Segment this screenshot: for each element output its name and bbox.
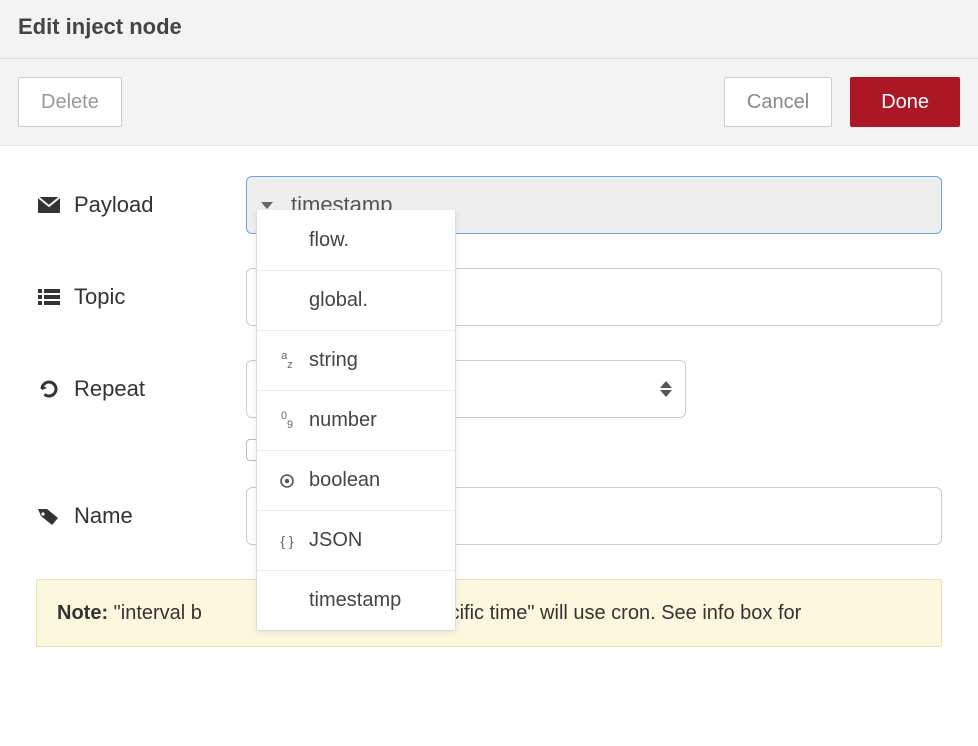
dropdown-item-string[interactable]: az string <box>257 330 455 390</box>
label-topic: Topic <box>36 284 246 310</box>
json-icon: { } <box>275 533 299 549</box>
number-icon: 09 <box>275 411 299 431</box>
dropdown-item-label: global. <box>309 289 368 312</box>
done-button[interactable]: Done <box>850 77 960 127</box>
payload-type-dropdown: flow. global. az string 09 number boolea… <box>256 210 456 631</box>
row-payload: Payload timestamp <box>36 176 942 234</box>
select-arrows-icon <box>660 360 672 418</box>
dropdown-item-label: number <box>309 409 377 432</box>
label-name: Name <box>36 503 246 529</box>
row-topic: Topic <box>36 268 942 326</box>
dialog-title: Edit inject node <box>18 14 960 40</box>
row-name: Name <box>36 487 942 545</box>
cancel-button[interactable]: Cancel <box>724 77 832 127</box>
label-payload: Payload <box>36 192 246 218</box>
dropdown-item-timestamp[interactable]: timestamp <box>257 570 455 630</box>
dropdown-item-global[interactable]: global. <box>257 270 455 330</box>
row-repeat: Repeat <box>36 360 942 418</box>
delete-button[interactable]: Delete <box>18 77 122 127</box>
dropdown-item-label: boolean <box>309 469 380 492</box>
label-repeat: Repeat <box>36 376 246 402</box>
envelope-icon <box>36 197 62 213</box>
label-name-text: Name <box>74 503 133 529</box>
dialog-header: Edit inject node <box>0 0 978 59</box>
dialog-toolbar: Delete Cancel Done <box>0 59 978 146</box>
dropdown-item-label: JSON <box>309 529 362 552</box>
dropdown-item-flow[interactable]: flow. <box>257 210 455 270</box>
label-topic-text: Topic <box>74 284 125 310</box>
label-repeat-text: Repeat <box>74 376 145 402</box>
form: Payload timestamp Topic <box>0 146 978 677</box>
note-bold: Note: <box>57 602 108 624</box>
dropdown-item-label: string <box>309 349 358 372</box>
dropdown-item-boolean[interactable]: boolean <box>257 450 455 510</box>
dropdown-item-number[interactable]: 09 number <box>257 390 455 450</box>
note-box: Note: "interval between times" and "at a… <box>36 579 942 647</box>
tag-icon <box>36 506 62 526</box>
repeat-icon <box>36 379 62 399</box>
label-payload-text: Payload <box>74 192 154 218</box>
dropdown-item-label: flow. <box>309 229 349 252</box>
note-text-1: "interval b <box>108 602 202 624</box>
dropdown-item-json[interactable]: { } JSON <box>257 510 455 570</box>
dropdown-item-label: timestamp <box>309 589 401 612</box>
boolean-icon <box>275 474 299 488</box>
list-icon <box>36 289 62 305</box>
string-icon: az <box>275 351 299 371</box>
